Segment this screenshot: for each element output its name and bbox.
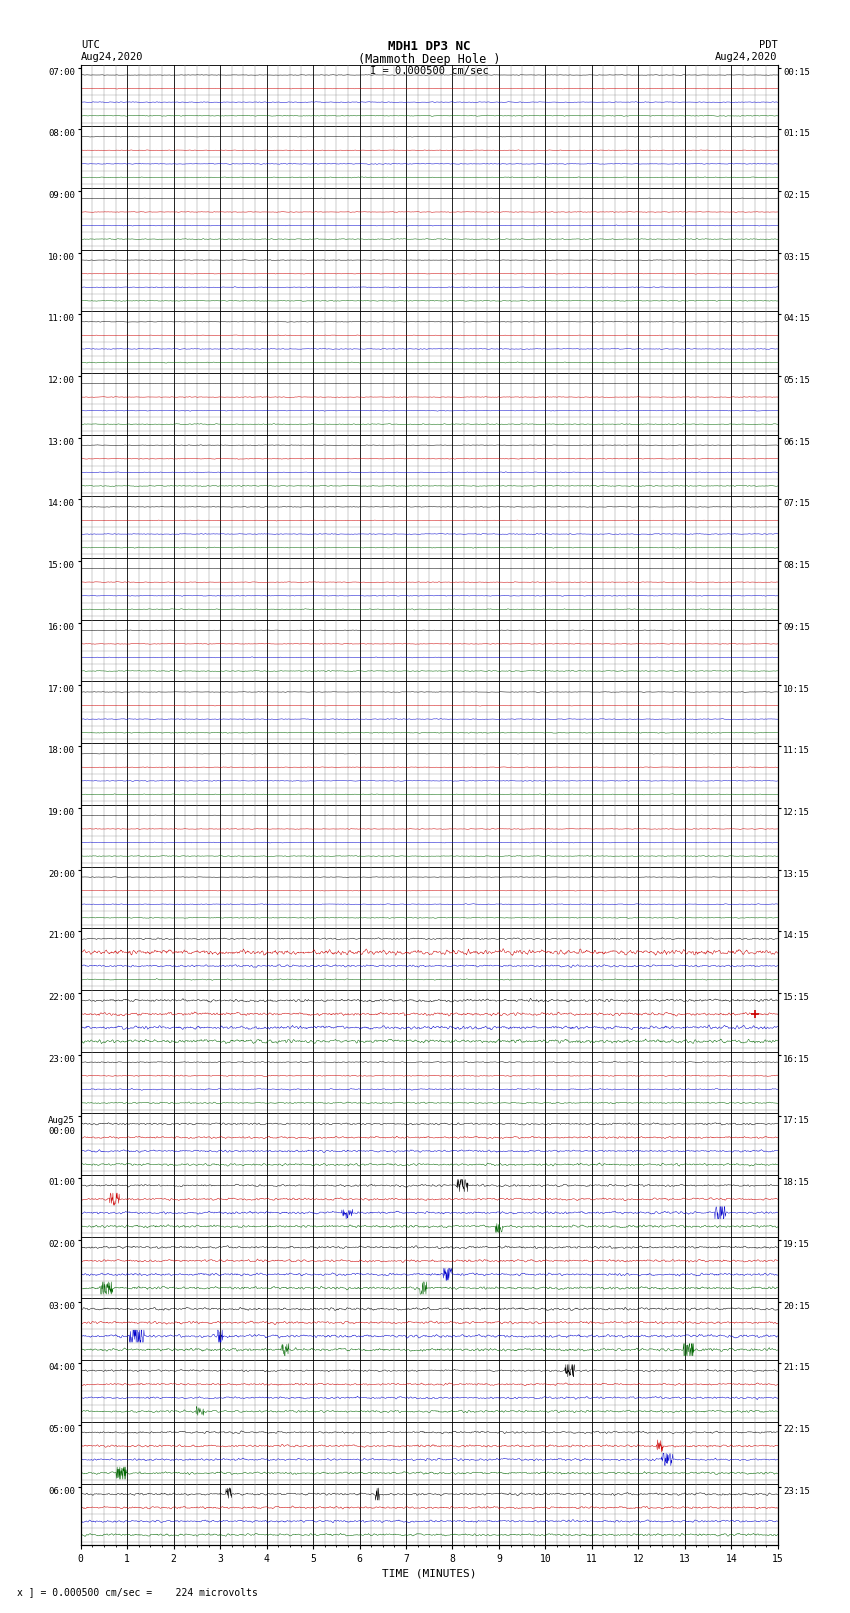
Text: Aug24,2020: Aug24,2020	[715, 52, 778, 61]
Text: UTC: UTC	[81, 40, 99, 50]
Text: I = 0.000500 cm/sec: I = 0.000500 cm/sec	[370, 66, 489, 76]
X-axis label: TIME (MINUTES): TIME (MINUTES)	[382, 1568, 477, 1579]
Text: Aug24,2020: Aug24,2020	[81, 52, 144, 61]
Text: MDH1 DP3 NC: MDH1 DP3 NC	[388, 40, 471, 53]
Text: x ] = 0.000500 cm/sec =    224 microvolts: x ] = 0.000500 cm/sec = 224 microvolts	[17, 1587, 258, 1597]
Text: (Mammoth Deep Hole ): (Mammoth Deep Hole )	[358, 53, 501, 66]
Text: PDT: PDT	[759, 40, 778, 50]
